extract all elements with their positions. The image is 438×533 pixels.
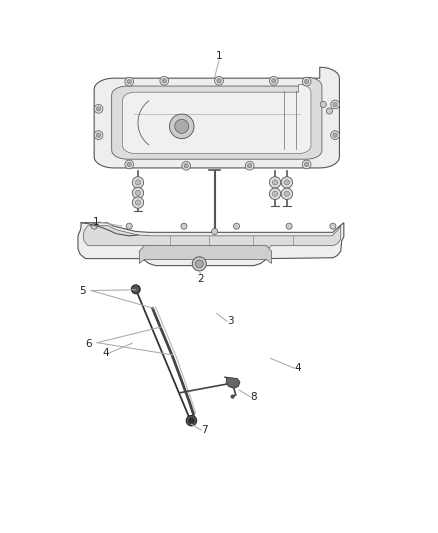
Circle shape bbox=[135, 180, 141, 185]
Circle shape bbox=[126, 223, 132, 229]
Circle shape bbox=[269, 188, 281, 199]
Circle shape bbox=[326, 108, 332, 114]
Circle shape bbox=[186, 415, 197, 426]
Circle shape bbox=[127, 162, 131, 167]
Circle shape bbox=[170, 114, 194, 139]
Text: 6: 6 bbox=[85, 338, 92, 349]
Circle shape bbox=[272, 180, 278, 185]
Text: 4: 4 bbox=[102, 348, 109, 358]
Circle shape bbox=[302, 77, 311, 86]
Circle shape bbox=[247, 164, 252, 168]
Circle shape bbox=[320, 101, 326, 108]
Text: 1: 1 bbox=[92, 217, 99, 227]
Circle shape bbox=[192, 257, 206, 271]
Circle shape bbox=[245, 161, 254, 170]
Circle shape bbox=[127, 79, 131, 84]
Circle shape bbox=[184, 164, 188, 168]
Circle shape bbox=[125, 160, 134, 169]
Polygon shape bbox=[94, 67, 339, 168]
Circle shape bbox=[333, 102, 337, 107]
Polygon shape bbox=[112, 77, 322, 159]
Circle shape bbox=[304, 162, 309, 167]
Circle shape bbox=[231, 395, 234, 398]
Circle shape bbox=[182, 161, 191, 170]
Circle shape bbox=[135, 200, 141, 205]
Circle shape bbox=[284, 191, 290, 197]
Circle shape bbox=[302, 160, 311, 169]
Circle shape bbox=[94, 131, 103, 140]
Circle shape bbox=[331, 100, 339, 109]
Text: 2: 2 bbox=[197, 274, 204, 284]
Circle shape bbox=[286, 223, 292, 229]
Circle shape bbox=[181, 223, 187, 229]
Circle shape bbox=[189, 418, 194, 423]
Circle shape bbox=[272, 78, 276, 83]
Polygon shape bbox=[139, 246, 272, 263]
Polygon shape bbox=[83, 226, 341, 251]
Polygon shape bbox=[78, 223, 344, 265]
Circle shape bbox=[175, 119, 189, 133]
Circle shape bbox=[217, 78, 221, 83]
Circle shape bbox=[215, 76, 223, 85]
Circle shape bbox=[94, 104, 103, 113]
Circle shape bbox=[304, 79, 309, 84]
Circle shape bbox=[160, 76, 169, 85]
Circle shape bbox=[269, 76, 278, 85]
Circle shape bbox=[132, 187, 144, 199]
Circle shape bbox=[125, 77, 134, 86]
Circle shape bbox=[96, 133, 101, 138]
Text: 1: 1 bbox=[215, 51, 223, 61]
Circle shape bbox=[331, 131, 339, 140]
Text: 8: 8 bbox=[251, 392, 257, 402]
Circle shape bbox=[212, 229, 218, 235]
Text: 4: 4 bbox=[294, 363, 301, 373]
Circle shape bbox=[281, 188, 293, 199]
Circle shape bbox=[195, 260, 203, 268]
Text: 5: 5 bbox=[79, 286, 86, 296]
Circle shape bbox=[269, 177, 281, 188]
Circle shape bbox=[233, 223, 240, 229]
Polygon shape bbox=[123, 84, 311, 154]
Circle shape bbox=[132, 177, 144, 188]
Circle shape bbox=[91, 223, 97, 229]
Circle shape bbox=[284, 180, 290, 185]
Circle shape bbox=[330, 223, 336, 229]
Circle shape bbox=[281, 177, 293, 188]
Circle shape bbox=[96, 107, 101, 111]
Circle shape bbox=[272, 191, 278, 197]
Text: 7: 7 bbox=[201, 425, 208, 435]
Circle shape bbox=[333, 133, 337, 138]
Circle shape bbox=[132, 197, 144, 208]
Circle shape bbox=[162, 78, 166, 83]
Text: 3: 3 bbox=[227, 316, 233, 326]
Circle shape bbox=[131, 285, 140, 294]
Circle shape bbox=[135, 190, 141, 196]
Polygon shape bbox=[224, 377, 240, 388]
